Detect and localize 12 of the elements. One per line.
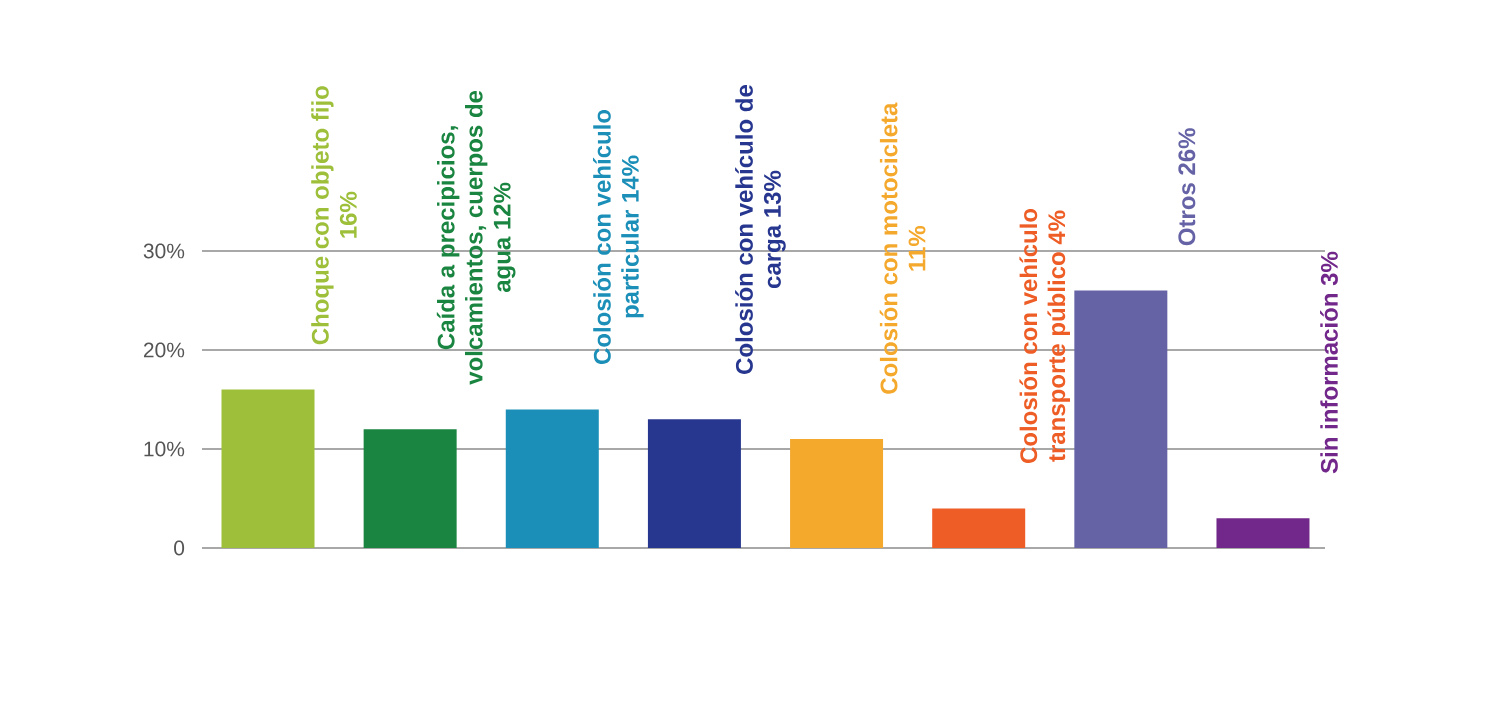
x-tick-label: Colosión con vehículo de carga 13%	[735, 85, 786, 374]
x-tick-label: Colosión con motocicleta 11%	[879, 102, 926, 394]
y-tick-label: 20%	[143, 342, 185, 358]
x-tick-label: Choque con objeto fijo 16%	[311, 86, 357, 345]
y-tick-label: 10%	[144, 441, 185, 457]
x-tick-label: Caída a precipicios, volcamientos, cuerpos de agua 12%	[436, 90, 516, 385]
y-tick-label: 0	[174, 540, 185, 556]
x-tick-label: Sin información 3%	[1320, 251, 1338, 474]
x-tick-label: Colosión con vehículo particular 14%	[593, 109, 644, 365]
y-tick-label: 30%	[143, 243, 185, 259]
x-tick-label: Otros 26%	[1178, 128, 1196, 246]
x-tick-label: Colosión con vehículo transporte público 4%	[1019, 208, 1070, 464]
